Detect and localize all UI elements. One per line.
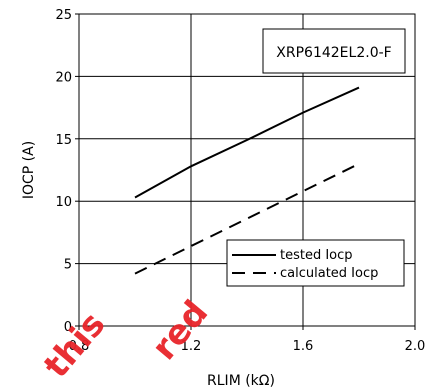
x-axis-label: RLIM (kΩ) — [207, 373, 275, 389]
y-axis-label: IOCP (A) — [21, 141, 37, 199]
x-tick-labels: 0.8 1.2 1.6 2.0 — [69, 326, 426, 354]
y-tick-label: 20 — [55, 70, 72, 85]
y-tick-label: 10 — [55, 195, 72, 210]
watermark: this red — [36, 293, 216, 386]
watermark-word-2: red — [144, 293, 216, 368]
annotation-box: XRP6142EL2.0-F — [263, 29, 405, 73]
legend-label-tested: tested Iocp — [280, 248, 353, 263]
annotation-text: XRP6142EL2.0-F — [276, 45, 391, 61]
y-tick-label: 5 — [64, 258, 72, 273]
y-tick-label: 15 — [55, 133, 72, 148]
x-tick-label: 2.0 — [405, 339, 426, 354]
y-tick-label: 25 — [55, 8, 72, 23]
x-tick-label: 1.6 — [293, 339, 314, 354]
legend: tested Iocp calculated Iocp — [227, 240, 404, 286]
watermark-word-1: this — [36, 305, 113, 386]
legend-label-calculated: calculated Iocp — [280, 266, 378, 281]
